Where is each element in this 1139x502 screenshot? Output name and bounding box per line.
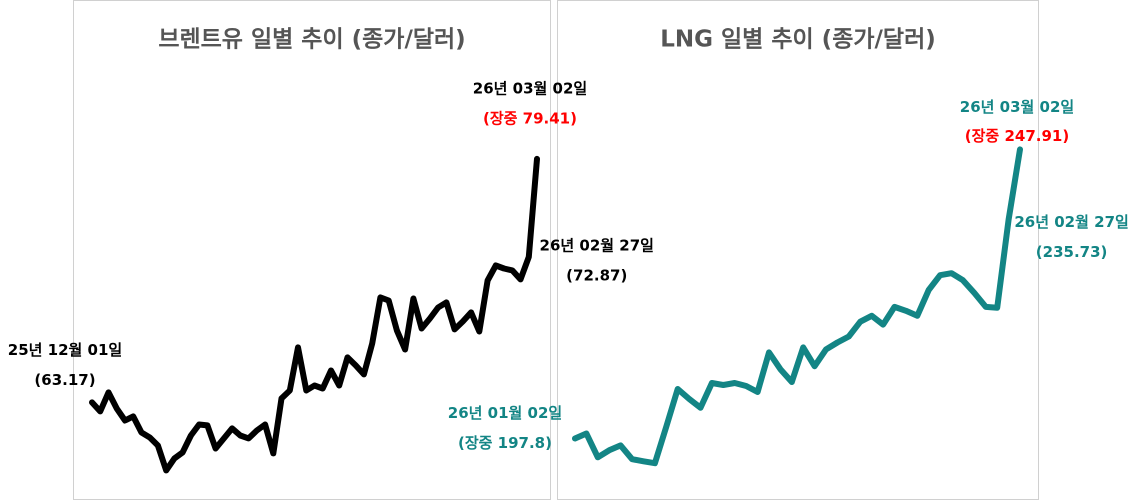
date-label: 26년 02월 27일 (1014, 213, 1128, 231)
chart-title: 브렌트유 일별 추이 (종가/달러) (158, 27, 465, 53)
value-label: (235.73) (1036, 243, 1108, 261)
date-label: 26년 03월 02일 (473, 79, 587, 97)
date-label: 25년 12월 01일 (8, 341, 122, 359)
line (89, 155, 540, 474)
date-label: 26년 03월 02일 (960, 98, 1074, 116)
line (572, 146, 1023, 467)
value-label: (63.17) (34, 371, 95, 389)
value-label: (장중 79.41) (483, 109, 577, 127)
value-label: (장중 247.91) (965, 127, 1069, 145)
chart-title: LNG 일별 추이 (종가/달러) (660, 27, 936, 53)
date-label: 26년 02월 27일 (540, 236, 654, 254)
panel-border (73, 0, 551, 500)
date-label: 26년 01월 02일 (448, 404, 562, 422)
value-label: (72.87) (566, 266, 627, 284)
panel-border (557, 0, 1039, 500)
value-label: (장중 197.8) (458, 434, 552, 452)
